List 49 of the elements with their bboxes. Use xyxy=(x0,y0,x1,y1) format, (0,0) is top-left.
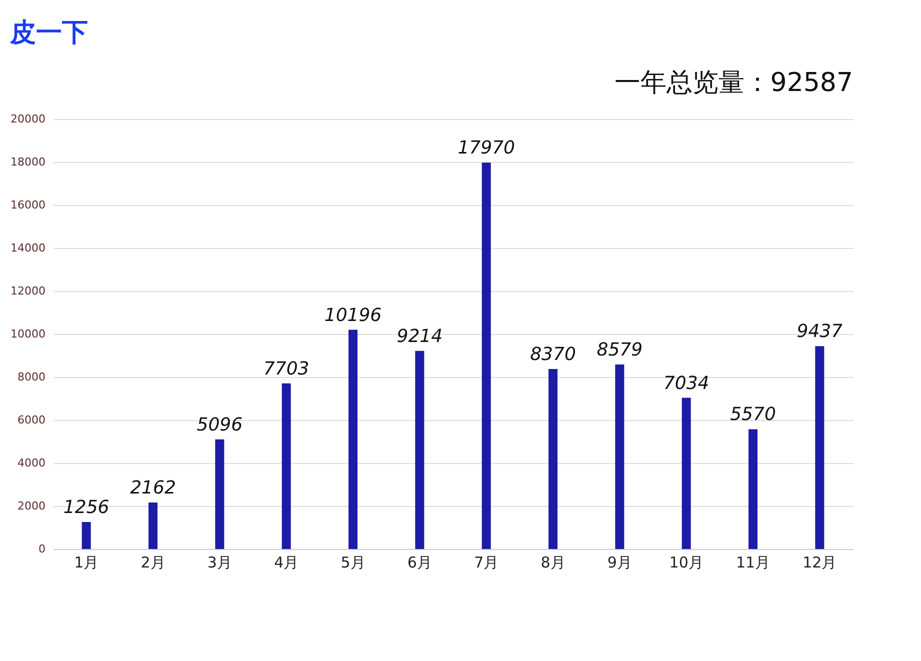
data-label: 9214 xyxy=(396,326,443,347)
x-tick-label: 5月 xyxy=(340,554,366,572)
chart-subtitle: 一年总览量：92587 xyxy=(614,68,853,98)
x-tick-label: 10月 xyxy=(669,554,704,572)
x-tick-label: 9月 xyxy=(607,554,632,572)
data-label: 8370 xyxy=(530,344,576,366)
x-tick-label: 11月 xyxy=(736,554,770,572)
bar xyxy=(548,369,558,549)
bar xyxy=(148,502,158,549)
bar xyxy=(215,439,224,549)
data-label: 7703 xyxy=(263,358,310,380)
x-tick-label: 4月 xyxy=(274,554,299,572)
bar xyxy=(282,383,291,549)
y-tick-label: 4000 xyxy=(18,456,46,470)
y-tick-label: 8000 xyxy=(18,370,46,384)
x-tick-label: 1月 xyxy=(74,554,99,572)
data-label: 8579 xyxy=(596,340,643,361)
chart-title: 皮一下 xyxy=(9,18,88,48)
y-tick-label: 6000 xyxy=(18,414,46,426)
bar xyxy=(415,350,424,549)
y-tick-label: 18000 xyxy=(10,156,46,168)
bar xyxy=(682,398,691,549)
y-tick-label: 16000 xyxy=(10,198,46,212)
data-label: 2162 xyxy=(130,478,176,499)
bar xyxy=(615,364,624,549)
x-tick-label: 6月 xyxy=(407,554,432,572)
data-label: 10196 xyxy=(324,304,382,326)
data-label: 5570 xyxy=(730,404,776,426)
x-tick-label: 7月 xyxy=(474,554,499,572)
data-label: 5096 xyxy=(196,414,243,436)
data-label: 1256 xyxy=(63,496,110,518)
y-tick-label: 10000 xyxy=(10,328,46,340)
x-tick-label: 2月 xyxy=(140,554,166,572)
bar xyxy=(482,162,491,549)
x-tick-label: 12月 xyxy=(802,554,837,572)
y-tick-label: 14000 xyxy=(10,242,46,254)
y-tick-label: 2000 xyxy=(18,500,46,512)
bar xyxy=(748,429,758,549)
data-label: 9437 xyxy=(796,321,844,342)
y-tick-label: 20000 xyxy=(10,112,46,126)
y-tick-label: 12000 xyxy=(10,284,46,298)
bar xyxy=(82,522,91,549)
data-label: 7034 xyxy=(663,372,710,394)
bar xyxy=(815,346,824,549)
bar xyxy=(348,330,358,549)
x-tick-label: 8月 xyxy=(540,554,566,572)
data-label: 17970 xyxy=(458,138,515,159)
y-tick-label: 0 xyxy=(38,542,46,556)
x-tick-label: 3月 xyxy=(207,554,232,572)
